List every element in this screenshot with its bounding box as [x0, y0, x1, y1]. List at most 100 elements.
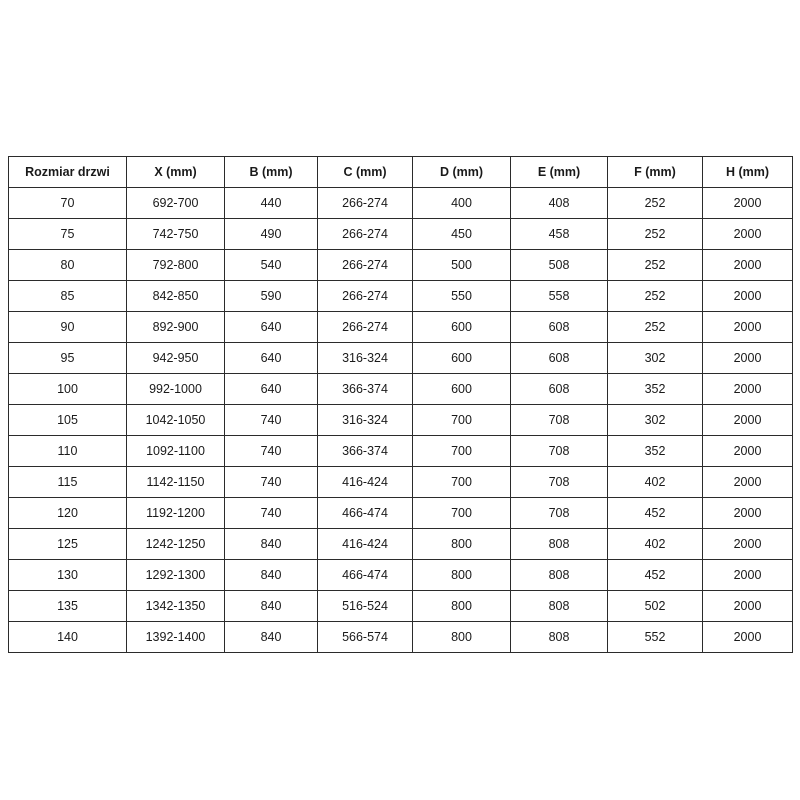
- table-cell: 792-800: [126, 249, 225, 281]
- table-cell: 302: [607, 342, 703, 374]
- column-header-d: D (mm): [412, 156, 511, 188]
- table-cell: 700: [412, 404, 511, 436]
- table-cell: 2000: [702, 435, 793, 467]
- table-cell: 502: [607, 590, 703, 622]
- table-cell: 708: [510, 404, 608, 436]
- table-cell: 700: [412, 497, 511, 529]
- table-row: 95 942-950 640 316-324 600 608 302 2000: [8, 342, 793, 374]
- table-cell: 266-274: [317, 187, 413, 219]
- table-row: 120 1192-1200 740 466-474 700 708 452 2000: [8, 497, 793, 529]
- table-cell: 2000: [702, 590, 793, 622]
- table-cell: 640: [224, 311, 318, 343]
- table-cell: 942-950: [126, 342, 225, 374]
- table-row: 110 1092-1100 740 366-374 700 708 352 2000: [8, 435, 793, 467]
- table-row: 130 1292-1300 840 466-474 800 808 452 2000: [8, 559, 793, 591]
- cell-door-size: 135: [8, 590, 127, 622]
- table-row: 105 1042-1050 740 316-324 700 708 302 2000: [8, 404, 793, 436]
- table-row: 100 992-1000 640 366-374 600 608 352 2000: [8, 373, 793, 405]
- table-cell: 552: [607, 621, 703, 653]
- table-cell: 892-900: [126, 311, 225, 343]
- table-row: 75 742-750 490 266-274 450 458 252 2000: [8, 218, 793, 250]
- table-cell: 408: [510, 187, 608, 219]
- table-cell: 1192-1200: [126, 497, 225, 529]
- table-cell: 558: [510, 280, 608, 312]
- table-cell: 402: [607, 528, 703, 560]
- table-cell: 600: [412, 342, 511, 374]
- cell-door-size: 125: [8, 528, 127, 560]
- table-cell: 840: [224, 621, 318, 653]
- table-cell: 800: [412, 621, 511, 653]
- table-cell: 566-574: [317, 621, 413, 653]
- table-cell: 2000: [702, 528, 793, 560]
- cell-door-size: 130: [8, 559, 127, 591]
- table-cell: 466-474: [317, 559, 413, 591]
- table-cell: 450: [412, 218, 511, 250]
- cell-door-size: 115: [8, 466, 127, 498]
- table-cell: 800: [412, 590, 511, 622]
- table-cell: 800: [412, 559, 511, 591]
- table-cell: 440: [224, 187, 318, 219]
- cell-door-size: 110: [8, 435, 127, 467]
- column-header-x: X (mm): [126, 156, 225, 188]
- cell-door-size: 120: [8, 497, 127, 529]
- table-cell: 266-274: [317, 280, 413, 312]
- table-cell: 1092-1100: [126, 435, 225, 467]
- table-cell: 458: [510, 218, 608, 250]
- column-header-e: E (mm): [510, 156, 608, 188]
- table-cell: 1142-1150: [126, 466, 225, 498]
- table-cell: 808: [510, 590, 608, 622]
- table-cell: 2000: [702, 497, 793, 529]
- table-cell: 692-700: [126, 187, 225, 219]
- table-cell: 590: [224, 280, 318, 312]
- table-cell: 708: [510, 435, 608, 467]
- table-row: 90 892-900 640 266-274 600 608 252 2000: [8, 311, 793, 343]
- table-cell: 2000: [702, 404, 793, 436]
- table-cell: 640: [224, 373, 318, 405]
- table-cell: 608: [510, 373, 608, 405]
- table-cell: 1292-1300: [126, 559, 225, 591]
- table-cell: 352: [607, 373, 703, 405]
- column-header-h: H (mm): [702, 156, 793, 188]
- table-cell: 608: [510, 311, 608, 343]
- table-cell: 500: [412, 249, 511, 281]
- table-cell: 466-474: [317, 497, 413, 529]
- table-cell: 1342-1350: [126, 590, 225, 622]
- table-cell: 508: [510, 249, 608, 281]
- table-cell: 800: [412, 528, 511, 560]
- column-header-b: B (mm): [224, 156, 318, 188]
- column-header-c: C (mm): [317, 156, 413, 188]
- cell-door-size: 85: [8, 280, 127, 312]
- table-cell: 808: [510, 621, 608, 653]
- table-cell: 550: [412, 280, 511, 312]
- table-cell: 416-424: [317, 528, 413, 560]
- table-cell: 252: [607, 311, 703, 343]
- table-cell: 740: [224, 435, 318, 467]
- table-cell: 252: [607, 280, 703, 312]
- cell-door-size: 75: [8, 218, 127, 250]
- table-cell: 842-850: [126, 280, 225, 312]
- table-cell: 740: [224, 497, 318, 529]
- table-cell: 840: [224, 528, 318, 560]
- table-cell: 2000: [702, 559, 793, 591]
- table-cell: 352: [607, 435, 703, 467]
- table-cell: 2000: [702, 280, 793, 312]
- table-header: Rozmiar drzwi X (mm) B (mm) C (mm) D (mm…: [8, 156, 793, 188]
- table-cell: 266-274: [317, 311, 413, 343]
- table-cell: 252: [607, 187, 703, 219]
- table-cell: 1242-1250: [126, 528, 225, 560]
- table-cell: 700: [412, 466, 511, 498]
- cell-door-size: 140: [8, 621, 127, 653]
- table-cell: 840: [224, 559, 318, 591]
- table-cell: 2000: [702, 187, 793, 219]
- table-cell: 840: [224, 590, 318, 622]
- table-cell: 266-274: [317, 249, 413, 281]
- table-cell: 366-374: [317, 435, 413, 467]
- table-cell: 1042-1050: [126, 404, 225, 436]
- table-cell: 490: [224, 218, 318, 250]
- table-cell: 366-374: [317, 373, 413, 405]
- table-cell: 252: [607, 218, 703, 250]
- table-cell: 540: [224, 249, 318, 281]
- table-row: 115 1142-1150 740 416-424 700 708 402 2000: [8, 466, 793, 498]
- cell-door-size: 95: [8, 342, 127, 374]
